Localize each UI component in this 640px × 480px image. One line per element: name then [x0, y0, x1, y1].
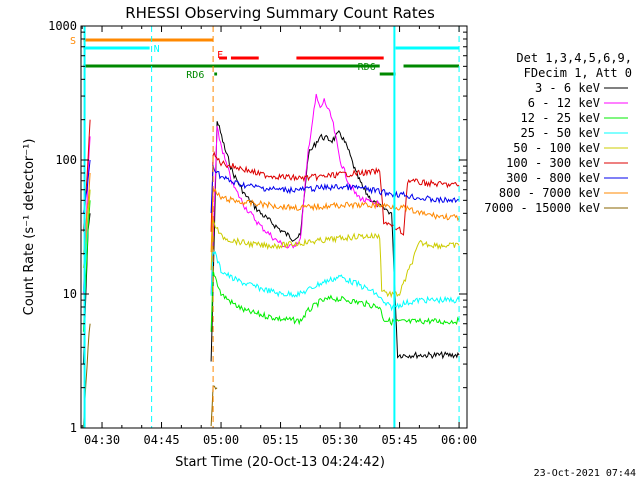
series-line-6-12-kev [210, 93, 381, 294]
flags-layer: S N F RD6 RD6 [70, 36, 460, 81]
series-line-7000-15000-kev [210, 385, 218, 427]
x-tick-label: 06:00 [441, 433, 477, 447]
flag-label-f-3: F [217, 50, 223, 61]
x-tick-label: 05:00 [203, 433, 239, 447]
legend-label-7000-15000-kev: 7000 - 15000 keV [484, 201, 600, 215]
series-layer [82, 93, 460, 428]
y-tick-label: 1000 [48, 19, 77, 33]
y-axis-label: Count Rate (s⁻¹ detector⁻¹) [22, 139, 37, 316]
legend-label-25-50-kev: 25 - 50 keV [521, 126, 600, 140]
y-tick-label: 1 [70, 421, 77, 435]
vlines-layer [83, 26, 460, 428]
series-line-25-50-kev [210, 248, 460, 312]
legend-header-2: FDecim 1, Att 0 [524, 66, 632, 80]
y-tick-label: 10 [63, 287, 77, 301]
legend-header-1: Det 1,3,4,5,6,9, [516, 51, 632, 65]
series-line-100-300-kev [210, 151, 460, 236]
timestamp: 23-Oct-2021 07:44 [534, 468, 636, 479]
series-line-300-800-kev [210, 165, 460, 214]
y-axis: 1 10 100 1000 [48, 19, 467, 435]
legend-label-50-100-kev: 50 - 100 keV [513, 141, 600, 155]
x-axis: 04:30 04:45 05:00 05:15 05:30 05:45 06:00 [81, 26, 477, 447]
x-tick-label: 05:15 [262, 433, 298, 447]
legend-label-800-7000-kev: 800 - 7000 keV [499, 186, 600, 200]
plot-frame [80, 25, 468, 429]
flag-label-rd6-9: RD6 [186, 70, 204, 81]
flag-label-rd6-8: RD6 [358, 62, 376, 73]
legend-label-3-6-kev: 3 - 6 keV [535, 81, 600, 95]
legend-label-300-800-kev: 300 - 800 keV [506, 171, 600, 185]
x-tick-label: 04:45 [143, 433, 179, 447]
series-line-800-7000-kev [210, 187, 460, 253]
flag-label-n-1: N [154, 44, 160, 55]
x-axis-label: Start Time (20-Oct-13 04:24:42) [175, 455, 385, 470]
y-tick-label: 100 [55, 153, 77, 167]
legend-label-100-300-kev: 100 - 300 keV [506, 156, 600, 170]
x-tick-label: 04:30 [84, 433, 120, 447]
legend-label-12-25-kev: 12 - 25 keV [521, 111, 600, 125]
series-line-50-100-kev [210, 219, 460, 299]
x-tick-label: 05:30 [322, 433, 358, 447]
flag-label-s-0: S [70, 36, 76, 47]
x-tick-label: 05:45 [381, 433, 417, 447]
series-line-12-25-kev [210, 269, 460, 332]
legend: Det 1,3,4,5,6,9, FDecim 1, Att 0 3 - 6 k… [484, 51, 632, 215]
legend-label-6-12-kev: 6 - 12 keV [528, 96, 600, 110]
chart-title: RHESSI Observing Summary Count Rates [125, 4, 435, 22]
